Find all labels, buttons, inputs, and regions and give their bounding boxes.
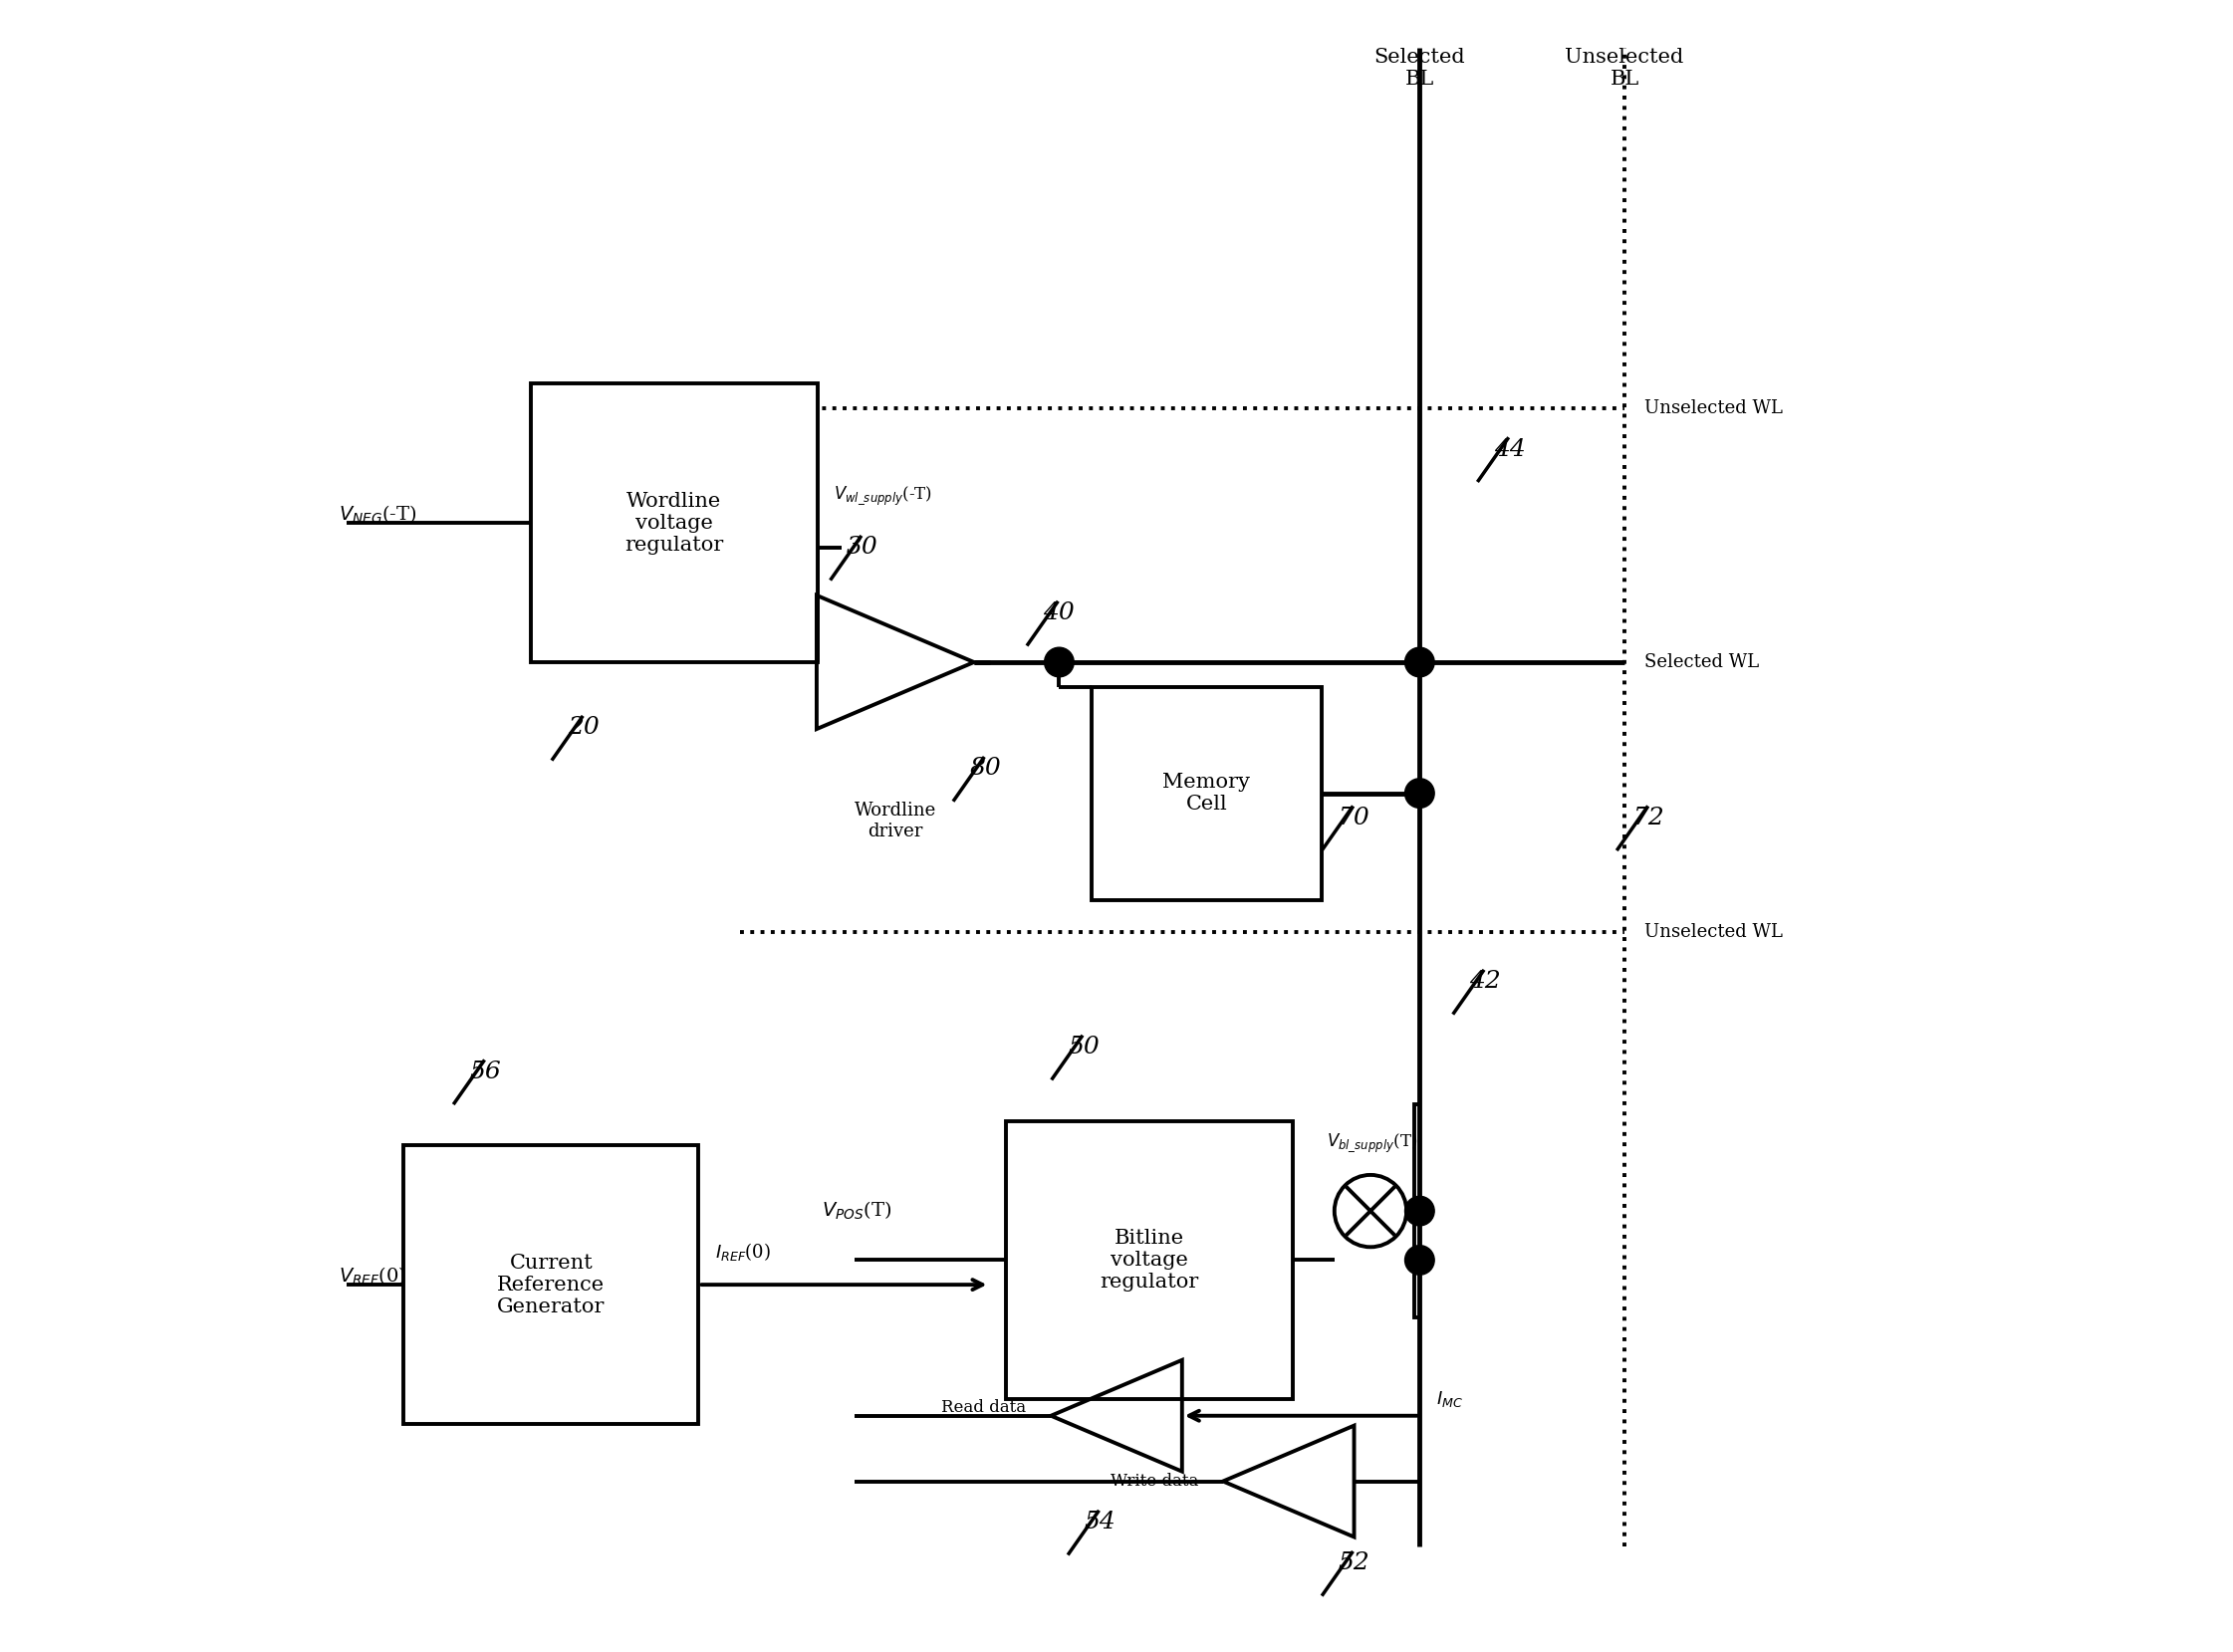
Circle shape (1405, 1196, 1434, 1226)
Text: Current
Reference
Generator: Current Reference Generator (498, 1254, 605, 1317)
Text: Wordline
voltage
regulator: Wordline voltage regulator (625, 492, 723, 555)
Circle shape (1405, 648, 1434, 677)
Text: $V_{bl\_supply}$(T): $V_{bl\_supply}$(T) (1326, 1132, 1418, 1153)
FancyBboxPatch shape (404, 1145, 699, 1424)
Text: Unselected
BL: Unselected BL (1565, 48, 1684, 89)
Text: 72: 72 (1632, 806, 1666, 829)
Text: 80: 80 (969, 757, 1000, 780)
Text: 44: 44 (1494, 438, 1525, 461)
Text: 54: 54 (1085, 1512, 1116, 1533)
Text: 56: 56 (469, 1061, 502, 1084)
Text: Unselected WL: Unselected WL (1643, 923, 1782, 942)
Text: Selected WL: Selected WL (1643, 653, 1760, 671)
Text: Write data: Write data (1110, 1474, 1199, 1490)
Circle shape (1045, 648, 1074, 677)
FancyBboxPatch shape (1092, 687, 1322, 900)
Text: 52: 52 (1338, 1551, 1369, 1574)
Text: $I_{REF}$(0): $I_{REF}$(0) (715, 1241, 770, 1262)
FancyBboxPatch shape (1416, 1105, 1420, 1317)
Text: 20: 20 (567, 717, 601, 738)
Text: Selected
BL: Selected BL (1373, 48, 1465, 89)
Text: $V_{POS}$(T): $V_{POS}$(T) (822, 1199, 891, 1222)
Text: 42: 42 (1469, 970, 1501, 993)
Text: Read data: Read data (942, 1399, 1027, 1416)
Text: Wordline
driver: Wordline driver (855, 801, 936, 841)
Text: 50: 50 (1067, 1036, 1099, 1059)
Text: $V_{REF}$(0): $V_{REF}$(0) (337, 1265, 406, 1287)
Text: Unselected WL: Unselected WL (1643, 400, 1782, 418)
Circle shape (1405, 1246, 1434, 1275)
Text: $I_{MC}$: $I_{MC}$ (1436, 1389, 1463, 1409)
Circle shape (1405, 778, 1434, 808)
Text: $V_{wl\_supply}$(-T): $V_{wl\_supply}$(-T) (833, 484, 933, 507)
FancyBboxPatch shape (531, 383, 817, 662)
FancyBboxPatch shape (1005, 1120, 1293, 1399)
Text: Memory
Cell: Memory Cell (1163, 773, 1250, 814)
Text: $V_{NEG}$(-T): $V_{NEG}$(-T) (337, 504, 415, 525)
Text: 40: 40 (1043, 601, 1074, 624)
Text: Bitline
voltage
regulator: Bitline voltage regulator (1101, 1229, 1199, 1292)
Text: 70: 70 (1338, 806, 1369, 829)
Text: 30: 30 (846, 535, 878, 558)
